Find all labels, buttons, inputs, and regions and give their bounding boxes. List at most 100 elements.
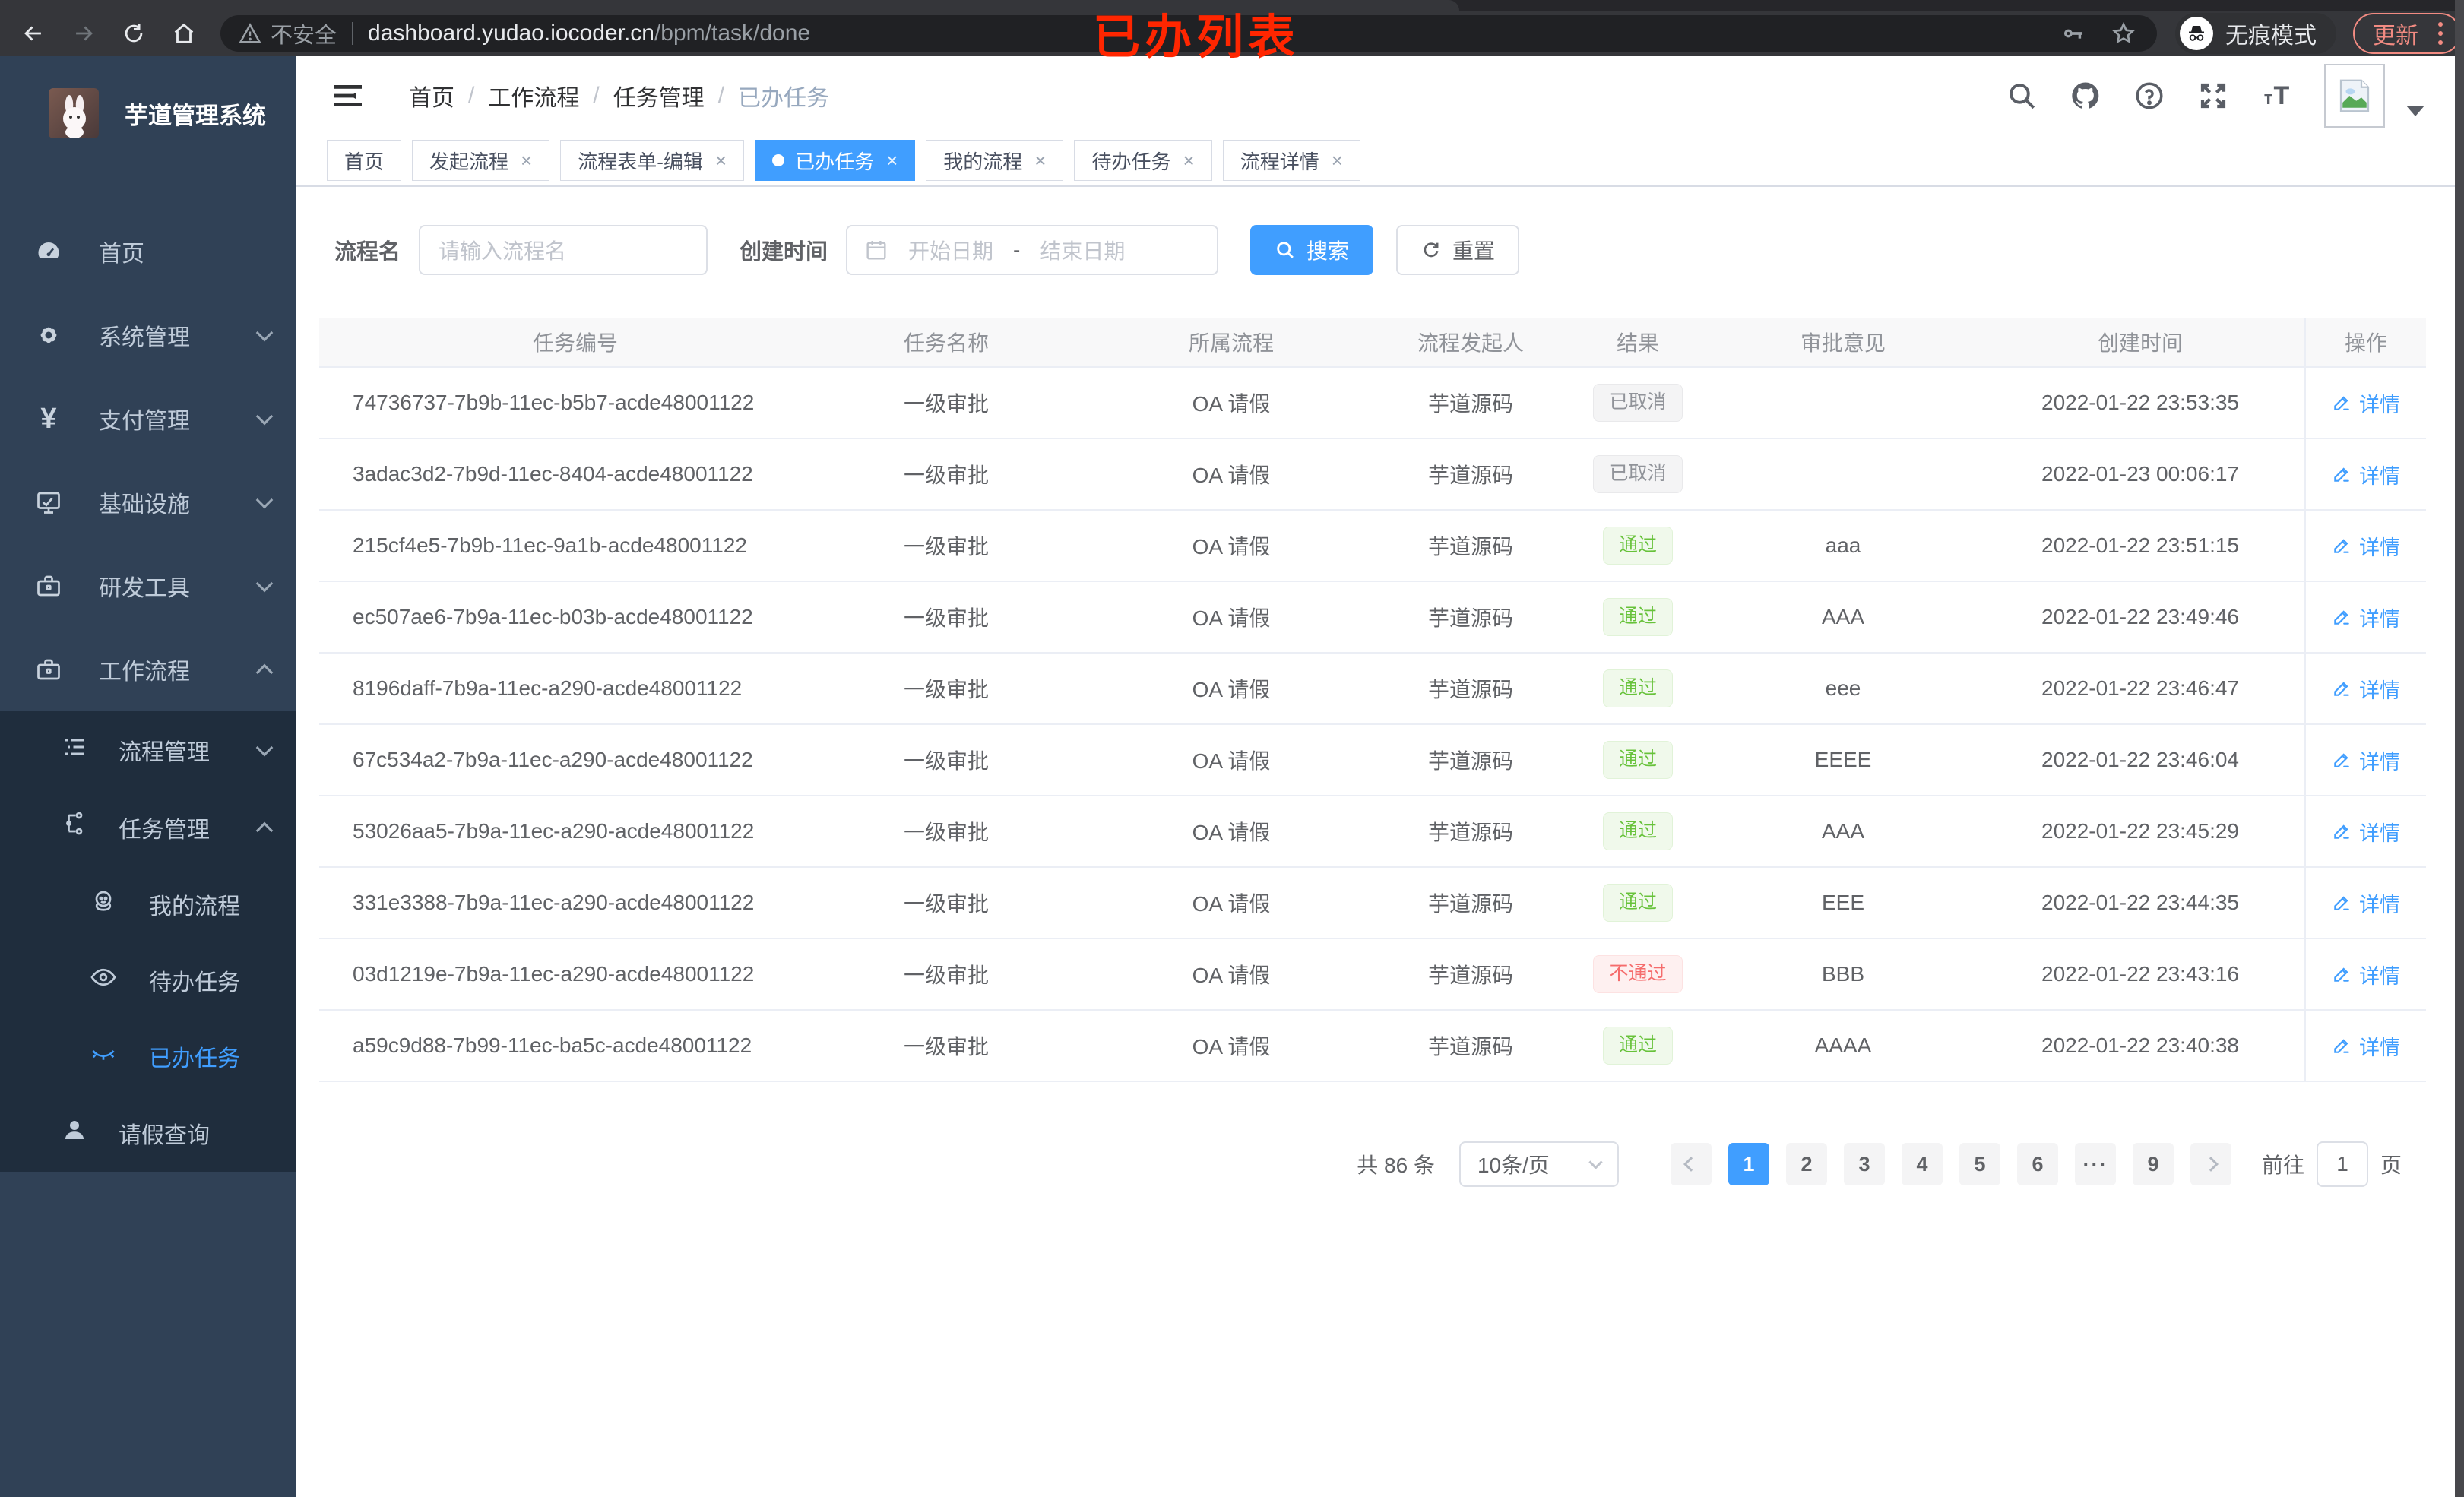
url-path[interactable]: /bpm/task/done xyxy=(654,21,811,46)
cell-starter: 芋道源码 xyxy=(1427,964,1513,987)
tab-label: 我的流程 xyxy=(943,150,1023,173)
cell-task-id: ec507ae6-7b9a-11ec-b03b-acde48001122 xyxy=(353,605,753,628)
detail-link[interactable]: 详情 xyxy=(2332,460,2400,489)
sidebar-item-process-mgmt[interactable]: 流程管理 xyxy=(0,711,296,789)
tab-待办任务[interactable]: 待办任务 × xyxy=(1074,140,1212,181)
cell-result: 通过 xyxy=(1566,741,1710,779)
goto-unit-label: 页 xyxy=(2380,1154,2402,1177)
detail-link[interactable]: 详情 xyxy=(2332,674,2400,704)
bookmark-star-icon[interactable] xyxy=(2108,18,2139,49)
cell-result: 通过 xyxy=(1566,598,1710,636)
tab-close-icon[interactable]: × xyxy=(1331,148,1343,172)
tab-close-icon[interactable]: × xyxy=(1183,148,1195,172)
detail-link[interactable]: 详情 xyxy=(2332,960,2400,989)
cell-actions: 详情 xyxy=(2304,868,2426,938)
cell-actions: 详情 xyxy=(2304,654,2426,723)
sidebar-item-done-tasks[interactable]: 已办任务 xyxy=(0,1018,296,1094)
breadcrumb-home[interactable]: 首页 xyxy=(409,86,454,111)
sidebar-item-payment[interactable]: ¥ 支付管理 xyxy=(0,377,296,460)
breadcrumb-separator: / xyxy=(717,83,725,108)
avatar[interactable] xyxy=(2324,64,2385,128)
fullscreen-icon[interactable] xyxy=(2193,76,2233,116)
help-icon[interactable] xyxy=(2130,76,2169,116)
col-starter: 流程发起人 xyxy=(1417,331,1524,355)
browser-active-tab[interactable] xyxy=(0,0,1459,11)
logo-row: 芋道管理系统 xyxy=(0,56,296,170)
tab-流程详情[interactable]: 流程详情 × xyxy=(1222,140,1360,181)
page-ellipsis[interactable]: ··· xyxy=(2074,1143,2116,1185)
detail-link[interactable]: 详情 xyxy=(2332,745,2400,775)
search-icon[interactable] xyxy=(2002,76,2041,116)
tab-close-icon[interactable]: × xyxy=(886,148,898,172)
main: 首页 / 工作流程 / 任务管理 / 已办任务 xyxy=(296,56,2455,1497)
date-range-picker[interactable]: 开始日期 - 结束日期 xyxy=(846,225,1219,275)
process-name-input[interactable]: 请输入流程名 xyxy=(419,225,708,275)
tab-已办任务[interactable]: 已办任务 × xyxy=(755,140,916,181)
home-icon[interactable] xyxy=(167,17,201,50)
sidebar-item-todo-tasks[interactable]: 待办任务 xyxy=(0,942,296,1018)
search-button[interactable]: 搜索 xyxy=(1250,225,1374,275)
breadcrumb-current: 已办任务 xyxy=(738,86,830,111)
key-icon[interactable] xyxy=(2058,18,2089,49)
detail-link-label: 详情 xyxy=(2359,464,2400,488)
page-button-9[interactable]: 9 xyxy=(2132,1143,2174,1185)
cell-comment: EEE xyxy=(1821,891,1865,914)
font-size-icon[interactable]: тT xyxy=(2263,81,2291,110)
github-icon[interactable] xyxy=(2066,76,2105,116)
sidebar-item-leave-query[interactable]: 请假查询 xyxy=(0,1094,296,1172)
page-size-select[interactable]: 10条/页 xyxy=(1458,1141,1619,1187)
tab-发起流程[interactable]: 发起流程 × xyxy=(412,140,550,181)
not-secure-warning-icon[interactable]: 不安全 xyxy=(239,17,337,49)
browser-menu-icon[interactable] xyxy=(2432,22,2449,45)
page-button-4[interactable]: 4 xyxy=(1901,1143,1943,1185)
tab-close-icon[interactable]: × xyxy=(521,148,533,172)
sidebar-item-label: 研发工具 xyxy=(99,576,190,601)
detail-link[interactable]: 详情 xyxy=(2332,603,2400,632)
page-button-5[interactable]: 5 xyxy=(1959,1143,2000,1185)
update-button[interactable]: 更新 xyxy=(2353,13,2461,54)
collapse-sidebar-icon[interactable] xyxy=(330,78,366,114)
tab-close-icon[interactable]: × xyxy=(714,148,727,172)
sidebar-item-label: 支付管理 xyxy=(99,409,190,434)
incognito-icon xyxy=(2180,17,2213,50)
breadcrumb-task-mgmt[interactable]: 任务管理 xyxy=(613,86,705,111)
tab-首页[interactable]: 首页 xyxy=(327,140,402,181)
next-page-button[interactable] xyxy=(2190,1143,2231,1185)
page-button-1[interactable]: 1 xyxy=(1728,1143,1769,1185)
detail-link[interactable]: 详情 xyxy=(2332,388,2400,418)
tab-流程表单-编辑[interactable]: 流程表单-编辑 × xyxy=(560,140,745,181)
url-host[interactable]: dashboard.yudao.iocoder.cn xyxy=(368,21,654,46)
table-row: 331e3388-7b9a-11ec-a290-acde48001122 一级审… xyxy=(319,868,2426,939)
breadcrumb-workflow[interactable]: 工作流程 xyxy=(488,86,580,111)
update-label[interactable]: 更新 xyxy=(2373,24,2418,49)
not-secure-label[interactable]: 不安全 xyxy=(271,24,337,48)
sidebar-item-my-process[interactable]: 我的流程 xyxy=(0,866,296,942)
sidebar-item-home[interactable]: 首页 xyxy=(0,210,296,293)
sidebar-item-infra[interactable]: 基础设施 xyxy=(0,460,296,544)
sidebar-item-workflow[interactable]: 工作流程 xyxy=(0,628,296,711)
detail-link[interactable]: 详情 xyxy=(2332,888,2400,918)
sidebar-item-task-mgmt[interactable]: 任务管理 xyxy=(0,789,296,866)
forward-icon[interactable] xyxy=(67,17,100,50)
chevron-down-icon xyxy=(255,324,274,342)
sidebar-item-system[interactable]: 系统管理 xyxy=(0,293,296,377)
back-icon[interactable] xyxy=(17,17,50,50)
tab-我的流程[interactable]: 我的流程 × xyxy=(926,140,1064,181)
address-bar[interactable]: 不安全 dashboard.yudao.iocoder.cn/bpm/task/… xyxy=(220,15,2157,52)
cell-comment: EEEE xyxy=(1814,748,1872,771)
page-button-3[interactable]: 3 xyxy=(1843,1143,1885,1185)
page-button-6[interactable]: 6 xyxy=(2016,1143,2058,1185)
sidebar-item-devtools[interactable]: 研发工具 xyxy=(0,544,296,628)
detail-link[interactable]: 详情 xyxy=(2332,531,2400,561)
goto-page-input[interactable]: 1 xyxy=(2316,1141,2368,1187)
avatar-caret-icon[interactable] xyxy=(2406,106,2424,116)
cell-actions: 详情 xyxy=(2304,511,2426,581)
detail-link[interactable]: 详情 xyxy=(2332,817,2400,847)
reload-icon[interactable] xyxy=(117,17,150,50)
prev-page-button[interactable] xyxy=(1670,1143,1712,1185)
reset-button[interactable]: 重置 xyxy=(1396,225,1520,275)
tab-close-icon[interactable]: × xyxy=(1034,148,1047,172)
page-button-2[interactable]: 2 xyxy=(1785,1143,1827,1185)
briefcase-icon xyxy=(33,654,64,685)
detail-link[interactable]: 详情 xyxy=(2332,1031,2400,1061)
